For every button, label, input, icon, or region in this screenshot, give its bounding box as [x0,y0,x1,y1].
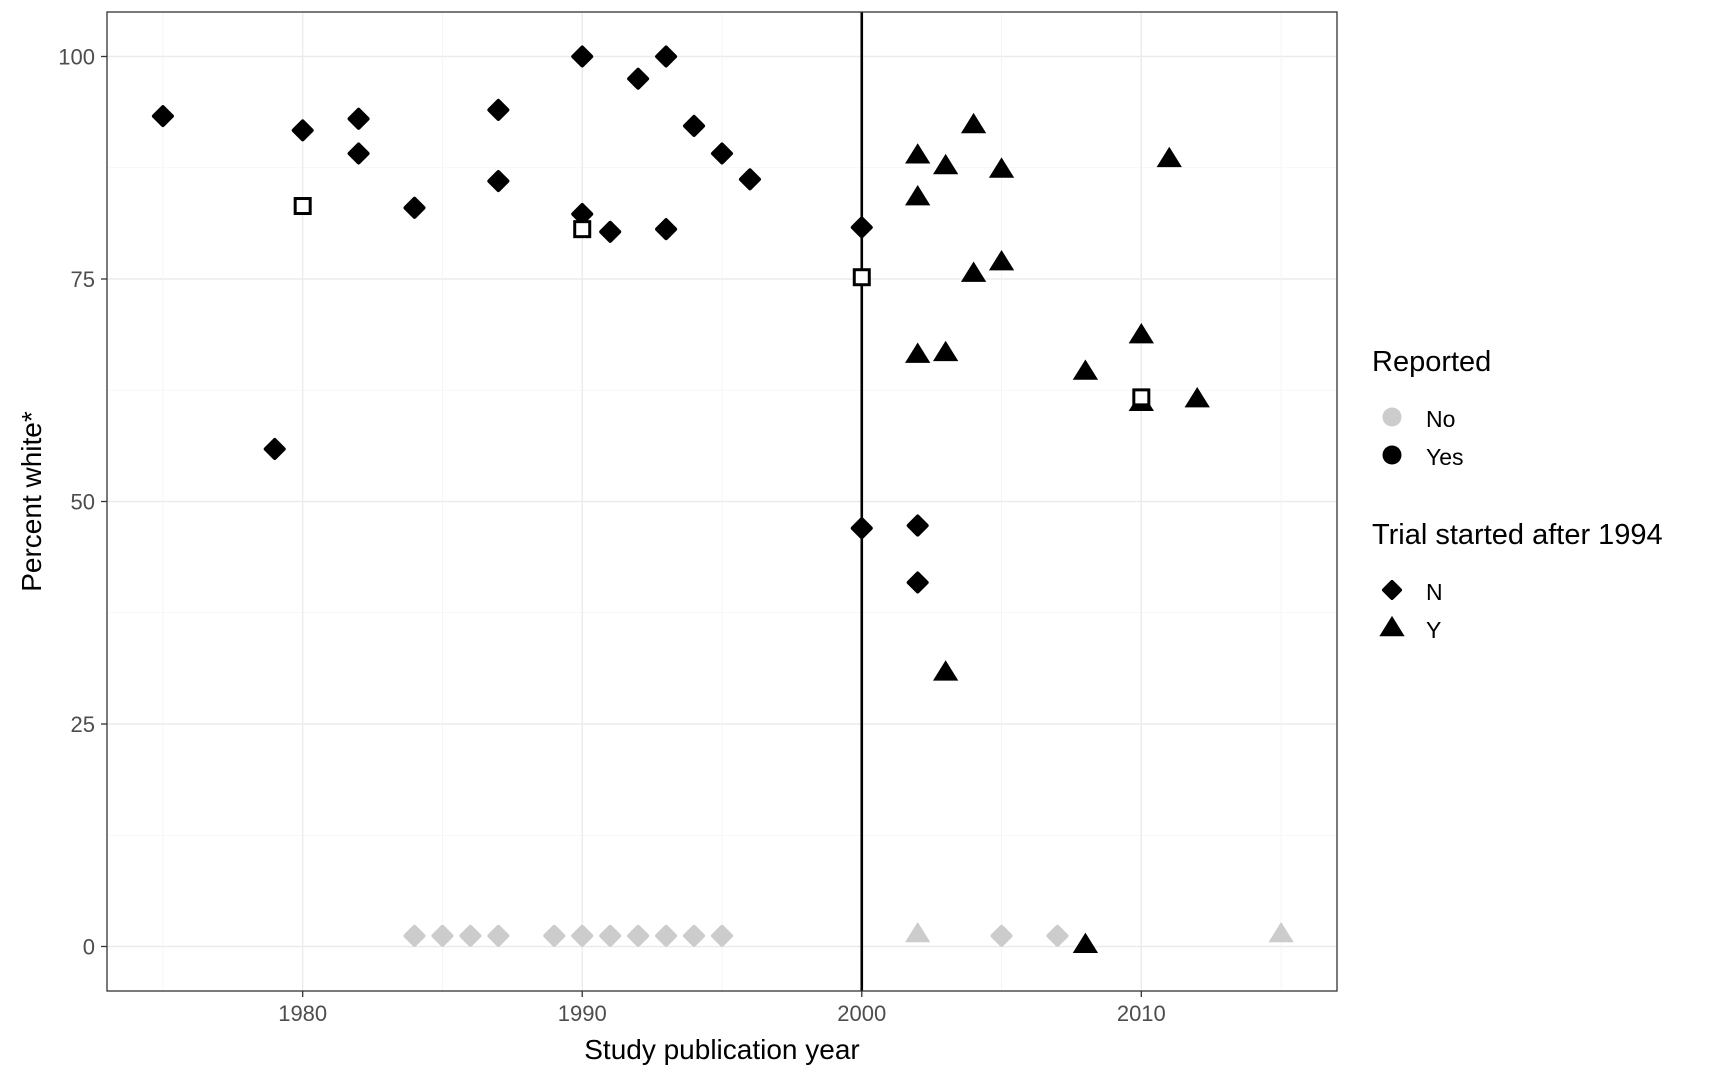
legend-title: Trial started after 1994 [1372,519,1663,551]
x-tick-label: 2000 [837,1001,886,1026]
data-point-triangle [905,185,931,206]
legend-title: Reported [1372,346,1491,378]
data-point-diamond [655,924,678,947]
legend-label: Y [1426,617,1441,643]
data-point-triangle [1072,359,1099,380]
legend-key-circle [1382,407,1402,427]
open-square-markers [293,197,1151,407]
y-tick-label: 0 [83,935,95,960]
data-point-triangle [988,249,1015,271]
data-point-diamond [431,924,454,947]
data-point-triangle [905,921,931,943]
data-point-diamond [151,105,174,128]
data-point-diamond [1046,924,1069,947]
data-point-triangle [932,660,959,681]
legend-label: N [1426,579,1443,605]
legend-key-triangle [1379,615,1405,637]
data-point-diamond [683,924,706,947]
data-point-triangle [932,340,959,362]
open-square-point [1132,388,1151,407]
x-axis-title: Study publication year [584,1034,860,1065]
data-point-triangle [1072,932,1099,953]
data-point-diamond [906,514,929,537]
data-point-diamond [711,142,733,165]
data-point-diamond [263,437,286,460]
data-point-triangle [1128,322,1154,344]
data-point-triangle [960,112,987,134]
data-point-diamond [487,924,510,947]
x-tick-label: 2010 [1117,1001,1166,1026]
data-point-diamond [627,924,650,947]
data-point-diamond [599,220,622,243]
data-point-diamond [403,924,426,947]
data-point-diamond [711,924,733,947]
data-point-diamond [738,168,761,191]
y-tick-label: 100 [58,45,95,70]
legend-label: No [1426,406,1455,432]
data-point-triangle [1268,921,1294,943]
x-tick-label: 1980 [278,1001,327,1026]
data-point-diamond [683,114,706,137]
data-point-triangle [932,153,959,175]
data-point-triangle [905,143,931,164]
data-point-diamond [347,107,370,130]
legend-key-circle [1382,445,1402,465]
data-point-diamond [990,924,1013,947]
data-point-diamond [459,924,482,947]
open-square-point [293,197,312,216]
data-point-triangle [988,157,1015,178]
data-point-triangle [1156,146,1182,168]
y-axis: 0 25 50 75 100 [58,45,107,960]
y-tick-label: 75 [71,267,95,292]
data-point-diamond [571,924,594,947]
data-point-diamond [403,196,426,219]
data-points [151,45,1294,953]
data-point-diamond [627,67,650,90]
data-point-diamond [655,45,678,68]
open-square-point [573,220,592,239]
data-point-diamond [599,924,622,947]
open-square-point [852,268,871,287]
data-point-diamond [850,216,873,239]
legend-label: Yes [1426,444,1464,470]
data-point-diamond [906,571,929,594]
data-point-triangle [905,342,931,363]
data-point-diamond [487,98,510,121]
data-point-triangle [1184,387,1210,408]
legend-key-diamond [1382,580,1402,600]
data-point-diamond [487,170,510,193]
data-point-diamond [291,119,314,142]
y-axis-title: Percent white* [16,411,47,592]
x-tick-label: 1990 [558,1001,607,1026]
data-point-diamond [850,517,873,540]
data-point-diamond [347,142,370,165]
data-point-triangle [960,261,987,282]
x-axis: 1980 1990 2000 2010 [278,991,1166,1026]
data-point-diamond [655,218,678,241]
y-tick-label: 50 [71,490,95,515]
y-tick-label: 25 [71,712,95,737]
data-point-diamond [543,924,566,947]
data-point-diamond [571,45,594,68]
legend: Reported No Yes Trial started after 1994 NY [1372,346,1663,643]
